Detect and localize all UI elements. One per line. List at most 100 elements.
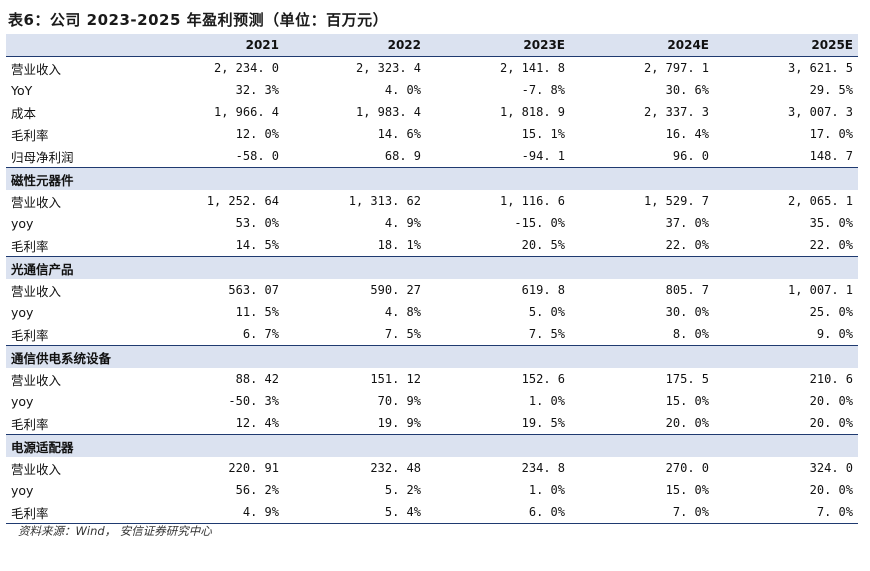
value-cell: 148. 7 [809,149,853,163]
value-cell: 1, 983. 4 [355,105,421,119]
value-cell: 4. 9% [140,501,284,524]
value-cell: -94. 1 [521,149,565,163]
value-cell: 1. 0% [528,483,565,497]
value-cell: 12. 0% [235,127,279,141]
value-cell: 5. 2% [384,483,421,497]
value-cell: 9. 0% [816,327,853,341]
row-label: 营业收入 [11,283,62,299]
value-cell: 7. 5% [384,327,421,341]
table-row: 营业收入 220. 91 232. 48 234. 8 270. 0 324. 0 [6,457,858,479]
header-row: 2021 2022 2023E 2024E 2025E [6,34,858,57]
section-label: 光通信产品 [6,256,140,279]
value-cell: 563. 07 [228,283,279,297]
value-cell: 805. 7 [665,283,709,297]
value-cell: 234. 8 [521,461,565,475]
section-header-row: 通信供电系统设备 [6,345,858,368]
value-cell: 19. 5% [521,416,565,430]
row-label: yoy [11,393,34,409]
section-empty-cell [570,434,714,457]
value-cell: 2, 323. 4 [355,61,421,75]
value-cell: 37. 0% [665,216,709,230]
value-cell: 1, 116. 6 [499,194,565,208]
value-cell: 7. 0% [714,501,858,524]
value-cell: 1, 313. 62 [348,194,421,208]
value-cell: 14. 6% [377,127,421,141]
value-cell: 20. 0% [809,483,853,497]
section-empty-cell [426,434,570,457]
value-cell: 70. 9% [377,394,421,408]
section-empty-cell [284,434,426,457]
value-cell: -15. 0% [514,216,565,230]
value-cell: 30. 6% [665,83,709,97]
value-cell: 35. 0% [809,216,853,230]
value-cell: 15. 0% [665,394,709,408]
value-cell: 1, 007. 1 [787,283,853,297]
value-cell: 25. 0% [809,305,853,319]
value-cell: 53. 0% [235,216,279,230]
header-2024e: 2024E [570,34,714,57]
table-row: 归母净利润 -58. 0 68. 9 -94. 1 96. 0 148. 7 [6,145,858,168]
value-cell: 16. 4% [665,127,709,141]
value-cell: 4. 0% [384,83,421,97]
value-cell: 590. 27 [370,283,421,297]
value-cell: 12. 4% [235,416,279,430]
section-empty-cell [140,345,284,368]
value-cell: 11. 5% [235,305,279,319]
value-cell: 220. 91 [228,461,279,475]
value-cell: 6. 7% [242,327,279,341]
value-cell: 151. 12 [370,372,421,386]
header-corner [6,34,140,57]
table-row: 毛利率 14. 5% 18. 1% 20. 5% 22. 0% 22. 0% [6,234,858,257]
value-cell: 68. 9 [384,149,421,163]
section-empty-cell [426,256,570,279]
header-2022: 2022 [284,34,426,57]
value-cell: 619. 8 [521,283,565,297]
value-cell: 5. 4% [284,501,426,524]
section-empty-cell [284,167,426,190]
section-label: 通信供电系统设备 [6,345,140,368]
section-empty-cell [140,167,284,190]
value-cell: 3, 621. 5 [787,61,853,75]
value-cell: 3, 007. 3 [787,105,853,119]
value-cell: 2, 141. 8 [499,61,565,75]
section-empty-cell [570,256,714,279]
section-empty-cell [426,345,570,368]
row-label: 营业收入 [11,194,62,210]
value-cell: 4. 8% [384,305,421,319]
value-cell: 1, 818. 9 [499,105,565,119]
value-cell: 22. 0% [665,238,709,252]
value-cell: 15. 0% [665,483,709,497]
section-empty-cell [284,256,426,279]
row-label: 成本 [11,105,37,121]
section-empty-cell [570,345,714,368]
section-empty-cell [284,345,426,368]
row-label: 归母净利润 [11,149,74,165]
row-label: yoy [11,482,34,498]
table-row: 营业收入 2, 234. 0 2, 323. 4 2, 141. 8 2, 797. 1… [6,57,858,80]
row-label: 营业收入 [11,61,62,77]
table-row: yoy 53. 0% 4. 9% -15. 0% 37. 0% 35. 0% [6,212,858,234]
section-header-row: 光通信产品 [6,256,858,279]
value-cell: 96. 0 [672,149,709,163]
section-header-row: 电源适配器 [6,434,858,457]
value-cell: 2, 337. 3 [643,105,709,119]
header-2025e: 2025E [714,34,858,57]
row-label: 毛利率 [11,416,49,432]
value-cell: -50. 3% [228,394,279,408]
section-label: 磁性元器件 [6,167,140,190]
section-empty-cell [714,256,858,279]
value-cell: 18. 1% [377,238,421,252]
row-label: 毛利率 [11,127,49,143]
table-row: 毛利率 12. 0% 14. 6% 15. 1% 16. 4% 17. 0% [6,123,858,145]
value-cell: 1. 0% [528,394,565,408]
row-label: 营业收入 [11,372,62,388]
value-cell: 4. 9% [384,216,421,230]
row-label: YoY [11,82,33,98]
table-row: 毛利率 12. 4% 19. 9% 19. 5% 20. 0% 20. 0% [6,412,858,435]
table-row: 毛利率 6. 7% 7. 5% 7. 5% 8. 0% 9. 0% [6,323,858,346]
table-row: YoY 32. 3% 4. 0% -7. 8% 30. 6% 29. 5% [6,79,858,101]
value-cell: 152. 6 [521,372,565,386]
table-row: yoy -50. 3% 70. 9% 1. 0% 15. 0% 20. 0% [6,390,858,412]
value-cell: 7. 0% [570,501,714,524]
value-cell: 232. 48 [370,461,421,475]
